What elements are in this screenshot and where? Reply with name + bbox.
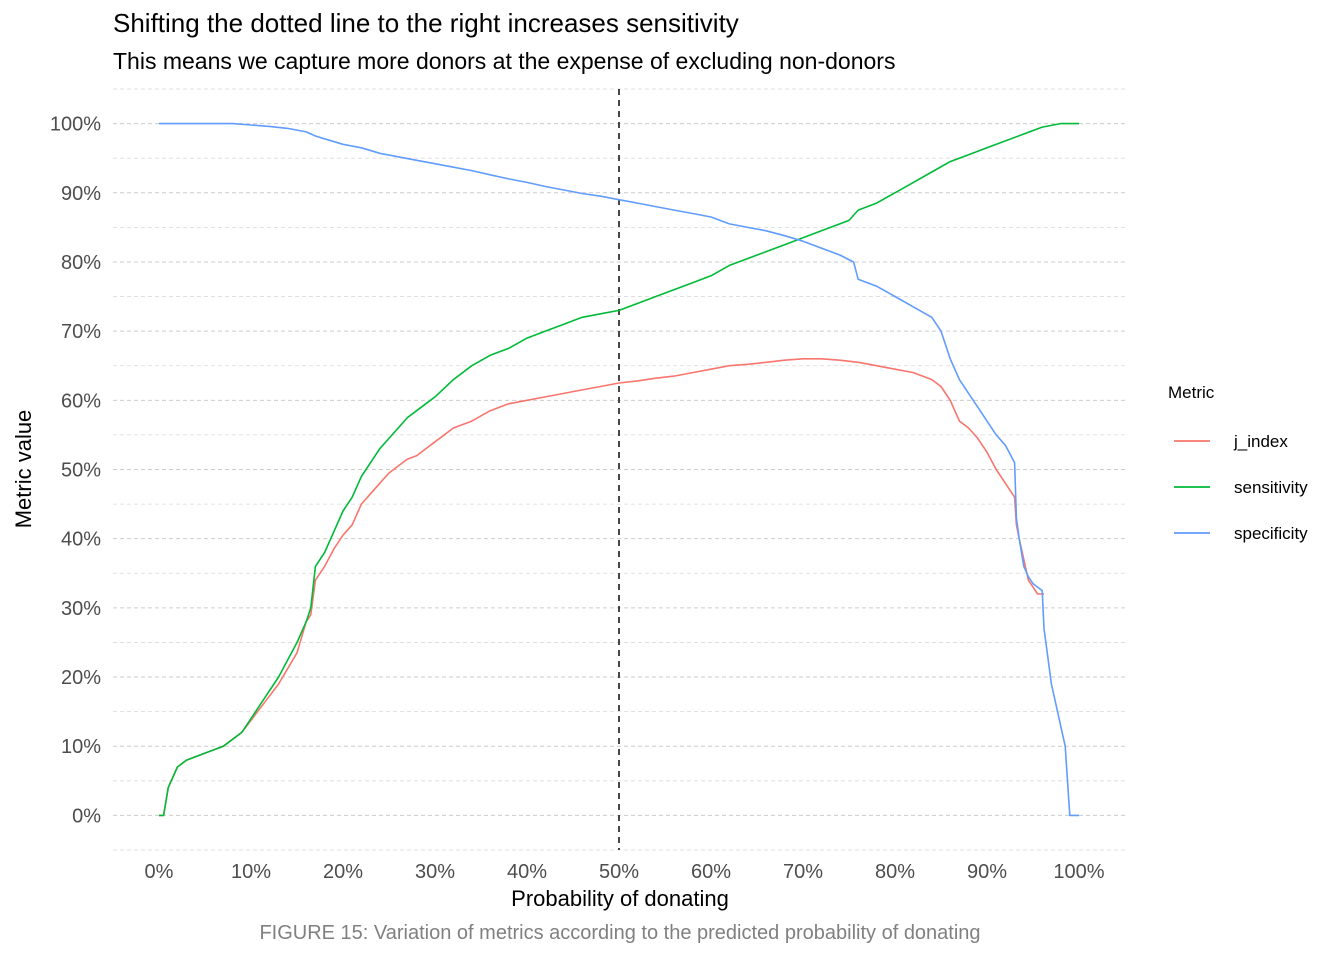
y-tick-label: 30% bbox=[61, 598, 101, 620]
series-layer bbox=[159, 122, 1079, 817]
series-line-sensitivity bbox=[159, 122, 1079, 817]
legend-title: Metric bbox=[1168, 383, 1215, 402]
figure-caption: FIGURE 15: Variation of metrics accordin… bbox=[259, 922, 981, 944]
x-tick-label: 80% bbox=[875, 861, 915, 883]
y-tick-label: 100% bbox=[50, 114, 101, 136]
x-tick-label: 60% bbox=[691, 861, 731, 883]
series-line-j-index bbox=[159, 358, 1044, 817]
x-tick-label: 0% bbox=[145, 861, 174, 883]
chart-title: Shifting the dotted line to the right in… bbox=[113, 8, 739, 38]
x-tick-label: 100% bbox=[1053, 861, 1104, 883]
y-tick-label: 90% bbox=[61, 183, 101, 205]
x-axis-title: Probability of donating bbox=[511, 886, 729, 911]
y-tick-label: 10% bbox=[61, 736, 101, 758]
x-tick-label: 20% bbox=[323, 861, 363, 883]
x-tick-label: 90% bbox=[967, 861, 1007, 883]
y-axis-title: Metric value bbox=[11, 410, 36, 529]
y-tick-label: 50% bbox=[61, 460, 101, 482]
y-tick-label: 70% bbox=[61, 321, 101, 343]
legend-label: sensitivity bbox=[1234, 478, 1308, 497]
x-tick-label: 10% bbox=[231, 861, 271, 883]
x-tick-label: 70% bbox=[783, 861, 823, 883]
legend-label: j_index bbox=[1233, 432, 1288, 451]
y-tick-label: 60% bbox=[61, 390, 101, 412]
x-tick-label: 30% bbox=[415, 861, 455, 883]
legend: Metric j_index sensitivity specificity bbox=[1168, 383, 1308, 543]
y-tick-label: 80% bbox=[61, 252, 101, 274]
chart-subtitle: This means we capture more donors at the… bbox=[113, 48, 896, 74]
x-tick-label: 40% bbox=[507, 861, 547, 883]
y-tick-label: 40% bbox=[61, 529, 101, 551]
y-axis-ticks: 0% 10% 20% 30% 40% 50% 60% 70% 80% 90% 100% bbox=[50, 114, 101, 828]
x-axis-ticks: 0% 10% 20% 30% 40% 50% 60% 70% 80% 90% 100% bbox=[145, 861, 1105, 883]
x-tick-label: 50% bbox=[599, 861, 639, 883]
y-tick-label: 20% bbox=[61, 667, 101, 689]
series-line-specificity bbox=[159, 122, 1079, 817]
y-tick-label: 0% bbox=[72, 805, 101, 827]
legend-label: specificity bbox=[1234, 524, 1308, 543]
